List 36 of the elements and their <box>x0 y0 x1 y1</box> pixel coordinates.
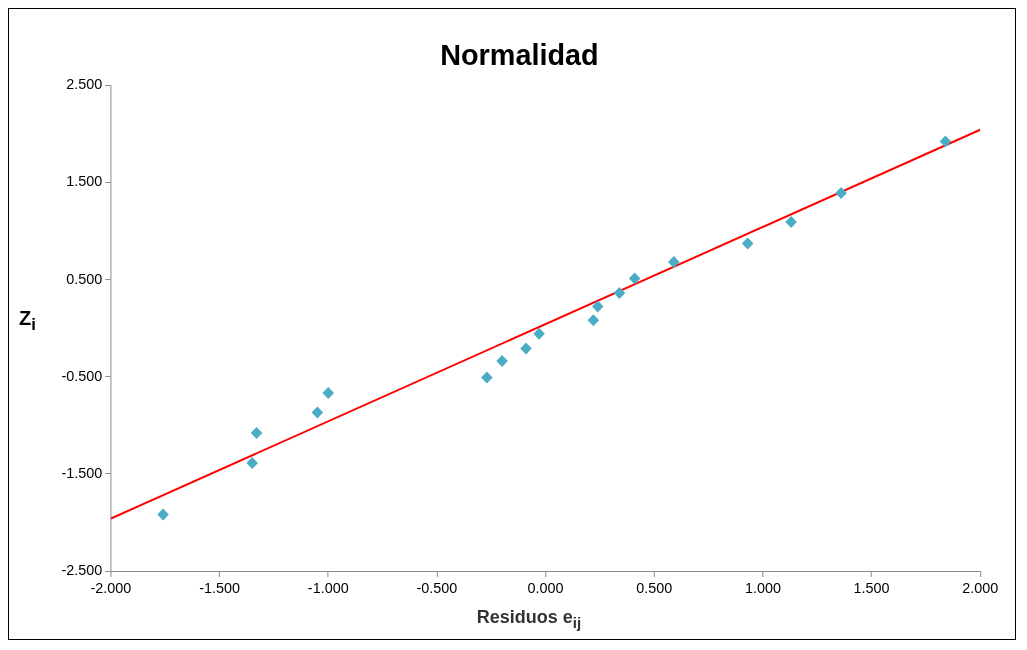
point <box>311 406 324 419</box>
point <box>835 186 847 199</box>
chart-title: Normalidad <box>440 37 599 72</box>
y-tick-label: 2.500 <box>66 75 103 93</box>
point <box>157 508 169 521</box>
x-tick-label: 1.000 <box>744 579 781 597</box>
point <box>481 371 493 384</box>
x-tick-label: 1.500 <box>853 579 890 597</box>
y-tick-label: -1.500 <box>61 464 103 481</box>
x-tick-label: -2.000 <box>90 579 132 597</box>
y-axis-title: Z$_{i}$ <box>19 307 36 335</box>
y-tick-label: -2.500 <box>61 561 103 579</box>
point <box>785 216 797 229</box>
point <box>668 255 680 268</box>
point <box>591 300 604 313</box>
x-tick-label: -1.000 <box>307 579 349 597</box>
y-tick-label: 0.500 <box>66 270 103 287</box>
point <box>741 237 754 250</box>
x-tick-label: 0.000 <box>527 579 564 597</box>
point <box>322 387 335 400</box>
x-tick-label: 0.500 <box>636 579 673 597</box>
x-tick-label: -1.500 <box>199 579 241 597</box>
y-tick-label: 1.500 <box>66 173 103 190</box>
y-tick-label: -0.500 <box>61 367 103 384</box>
point <box>613 287 626 300</box>
point <box>246 457 258 470</box>
x-tick-label: 2.000 <box>962 579 999 597</box>
point <box>628 272 641 285</box>
point <box>533 327 545 340</box>
x-tick-label: -0.500 <box>416 579 458 597</box>
point <box>250 426 263 439</box>
point <box>520 342 532 355</box>
point <box>939 135 952 148</box>
point <box>496 355 508 368</box>
point <box>587 314 600 327</box>
x-axis-title: Residuos e$_{ij}$ <box>475 607 583 631</box>
